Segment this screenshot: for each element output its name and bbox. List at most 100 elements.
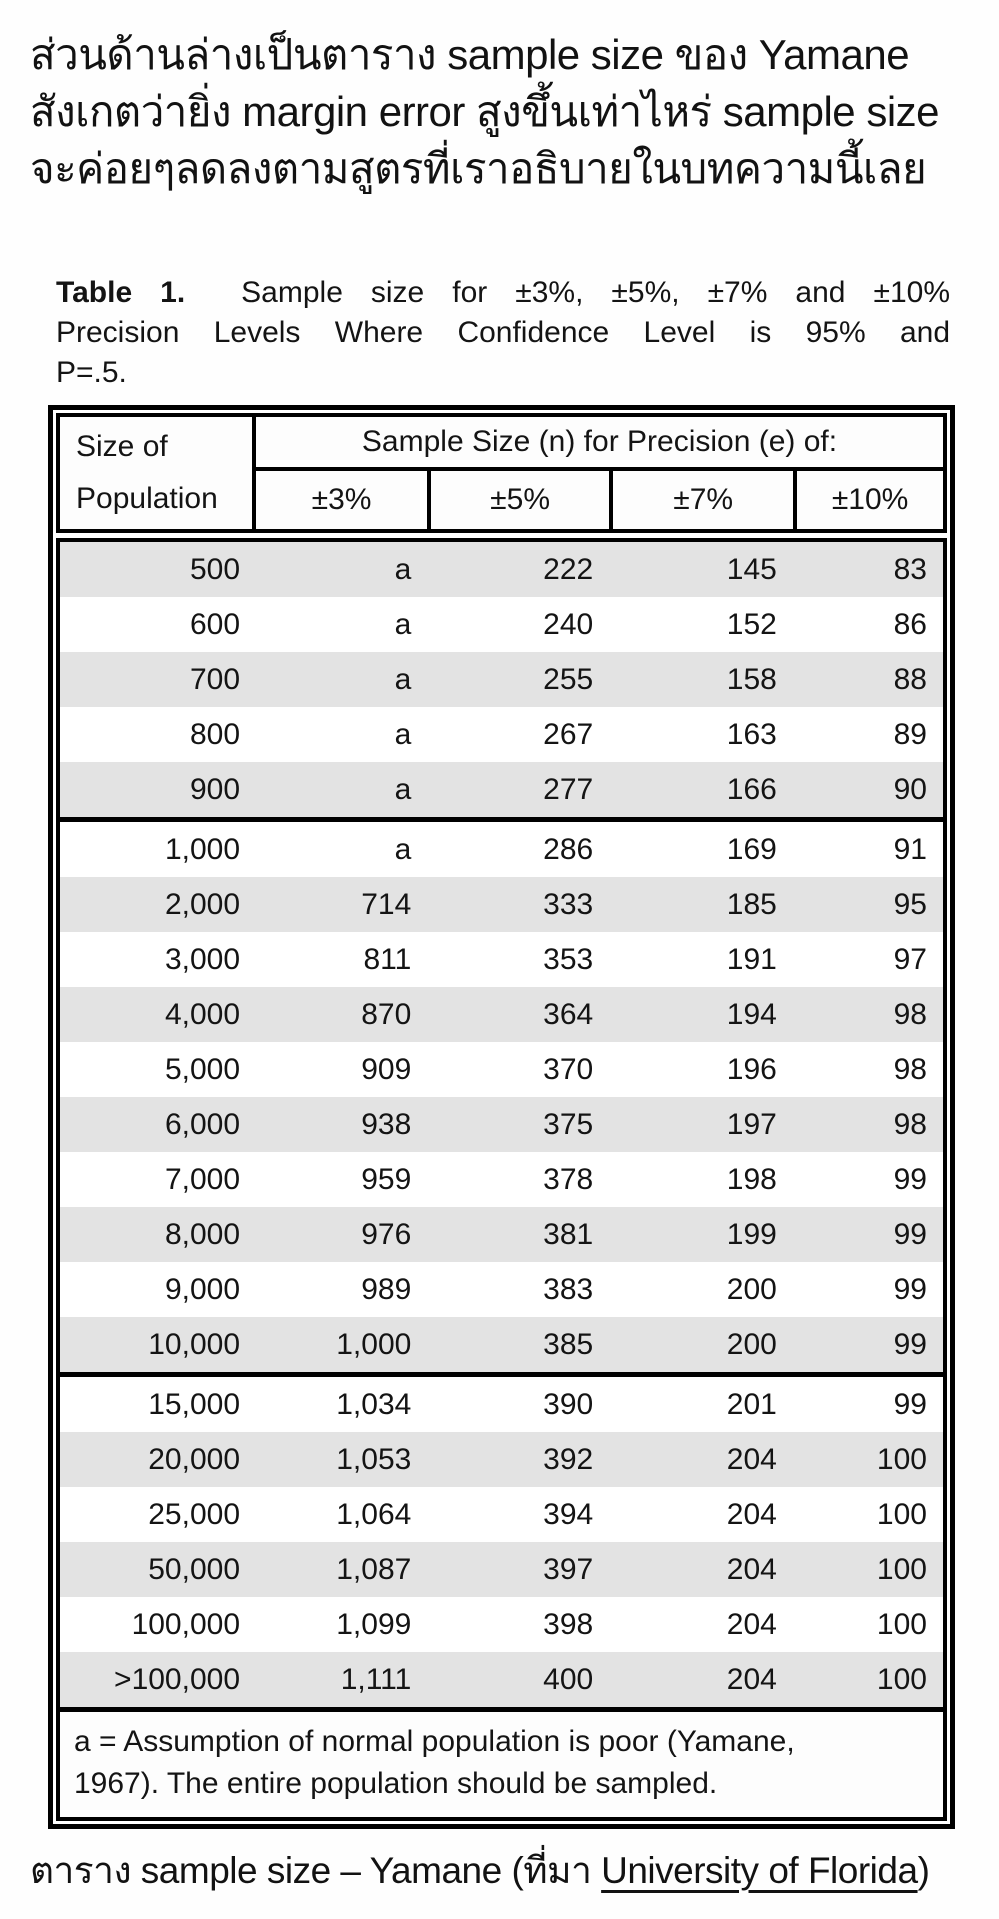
- population-cell: 10,000: [148, 1327, 241, 1361]
- table-row: 6,000 938 375 197 98: [60, 1097, 943, 1152]
- sample-size-cell: 166: [726, 772, 777, 806]
- sample-size-cell: 100: [876, 1552, 927, 1586]
- precision-column-header: ±7%: [609, 471, 793, 529]
- precision-columns: ±3% ±5% ±7% ±10%: [256, 471, 943, 529]
- group-header-cell: Sample Size (n) for Precision (e) of:: [256, 417, 943, 471]
- sample-size-cell: 86: [893, 607, 927, 641]
- population-cell: 50,000: [148, 1552, 241, 1586]
- sample-size-cell: 196: [726, 1052, 777, 1086]
- population-header-line: Size of: [76, 430, 168, 463]
- sample-size-cell: 100: [876, 1662, 927, 1696]
- sample-size-cell: 90: [893, 772, 927, 806]
- sample-size-cell: 286: [543, 832, 594, 866]
- sample-size-cell: 870: [361, 997, 412, 1031]
- population-cell: 100,000: [131, 1607, 241, 1641]
- population-cell: 800: [189, 717, 241, 751]
- sample-size-cell: 98: [893, 997, 927, 1031]
- table-footnote: a = Assumption of normal population is p…: [60, 1707, 943, 1817]
- sample-size-cell: 1,053: [336, 1442, 412, 1476]
- sample-size-cell: 99: [893, 1272, 927, 1306]
- sample-size-cell: 222: [543, 552, 594, 586]
- sample-size-cell: 89: [893, 717, 927, 751]
- bottom-caption-suffix: ): [917, 1850, 930, 1891]
- sample-size-cell: 1,099: [336, 1607, 412, 1641]
- population-cell: 20,000: [148, 1442, 241, 1476]
- population-cell: 2,000: [164, 887, 241, 921]
- sample-size-cell: 99: [893, 1387, 927, 1421]
- table-caption: Table 1. Sample size for ±3%, ±5%, ±7% a…: [56, 273, 950, 393]
- sample-size-cell: 185: [726, 887, 777, 921]
- sample-size-cell: 100: [876, 1607, 927, 1641]
- sample-size-cell: 364: [543, 997, 594, 1031]
- sample-size-cell: a: [394, 662, 412, 696]
- source-link[interactable]: University of Florida: [601, 1850, 918, 1891]
- sample-size-cell: 99: [893, 1327, 927, 1361]
- sample-size-cell: 390: [543, 1387, 594, 1421]
- sample-size-cell: 88: [893, 662, 927, 696]
- sample-size-cell: 201: [726, 1387, 777, 1421]
- precision-column-header: ±3%: [311, 483, 372, 516]
- sample-size-cell: 392: [543, 1442, 594, 1476]
- sample-size-cell: 152: [726, 607, 777, 641]
- population-cell: 1,000: [164, 832, 241, 866]
- footnote-line: 1967). The entire population should be s…: [74, 1767, 718, 1800]
- sample-size-cell: 191: [726, 942, 777, 976]
- footnote-line: a = Assumption of normal population is p…: [74, 1725, 795, 1758]
- sample-size-cell: 100: [876, 1497, 927, 1531]
- intro-text: ส่วนด้านล่างเป็นตาราง sample size ของ Ya…: [30, 26, 981, 197]
- sample-size-cell: 204: [726, 1607, 777, 1641]
- table-row: 5,000 909 370 196 98: [60, 1042, 943, 1097]
- table-row: 20,000 1,053 392 204 100: [60, 1432, 943, 1487]
- sample-size-cell: 200: [726, 1327, 777, 1361]
- sample-size-cell: 397: [543, 1552, 594, 1586]
- sample-size-cell: 378: [543, 1162, 594, 1196]
- sample-size-cell: 375: [543, 1107, 594, 1141]
- sample-size-cell: 811: [363, 942, 412, 976]
- sample-size-cell: 98: [893, 1107, 927, 1141]
- sample-size-cell: 381: [543, 1217, 594, 1251]
- sample-size-cell: 976: [361, 1217, 412, 1251]
- population-cell: 500: [189, 552, 241, 586]
- population-cell: 6,000: [164, 1107, 241, 1141]
- sample-size-cell: 333: [543, 887, 594, 921]
- table-row: 9,000 989 383 200 99: [60, 1262, 943, 1317]
- sample-size-cell: a: [394, 607, 412, 641]
- population-cell: >100,000: [114, 1662, 241, 1696]
- sample-size-cell: 267: [543, 717, 594, 751]
- sample-size-cell: 959: [361, 1162, 412, 1196]
- sample-size-cell: 277: [543, 772, 594, 806]
- sample-size-cell: 97: [893, 942, 927, 976]
- population-header-line: Population: [76, 482, 218, 515]
- caption-line: Table 1. Sample size for ±3%, ±5%, ±7% a…: [56, 273, 950, 313]
- table-row: 1,000 a 286 169 91: [60, 817, 943, 877]
- sample-size-cell: 353: [543, 942, 594, 976]
- sample-size-cell: 1,064: [336, 1497, 412, 1531]
- sample-size-cell: 398: [543, 1607, 594, 1641]
- sample-size-cell: 204: [726, 1662, 777, 1696]
- table-row: 8,000 976 381 199 99: [60, 1207, 943, 1262]
- sample-size-cell: 163: [726, 717, 777, 751]
- precision-column-header: ±10%: [793, 471, 943, 529]
- sample-size-cell: 99: [893, 1217, 927, 1251]
- population-header-cell: Size of Population: [60, 417, 257, 529]
- table-row: 2,000 714 333 185 95: [60, 877, 943, 932]
- table-row: 10,000 1,000 385 200 99: [60, 1317, 943, 1372]
- sample-size-cell: a: [394, 552, 412, 586]
- population-cell: 25,000: [148, 1497, 241, 1531]
- population-cell: 5,000: [164, 1052, 241, 1086]
- sample-size-cell: 198: [726, 1162, 777, 1196]
- sample-size-cell: a: [394, 772, 412, 806]
- population-cell: 4,000: [164, 997, 241, 1031]
- sample-size-cell: 989: [361, 1272, 412, 1306]
- table-row: 100,000 1,099 398 204 100: [60, 1597, 943, 1652]
- sample-size-cell: 145: [726, 552, 777, 586]
- sample-size-cell: 204: [726, 1442, 777, 1476]
- population-cell: 900: [189, 772, 241, 806]
- table-row: 25,000 1,064 394 204 100: [60, 1487, 943, 1542]
- caption-text: Sample size for ±3%, ±5%, ±7% and ±10%: [241, 276, 950, 309]
- sample-size-cell: 385: [543, 1327, 594, 1361]
- population-cell: 15,000: [148, 1387, 241, 1421]
- table-row: >100,000 1,111 400 204 100: [60, 1652, 943, 1707]
- population-cell: 700: [189, 662, 241, 696]
- sample-size-cell: 204: [726, 1497, 777, 1531]
